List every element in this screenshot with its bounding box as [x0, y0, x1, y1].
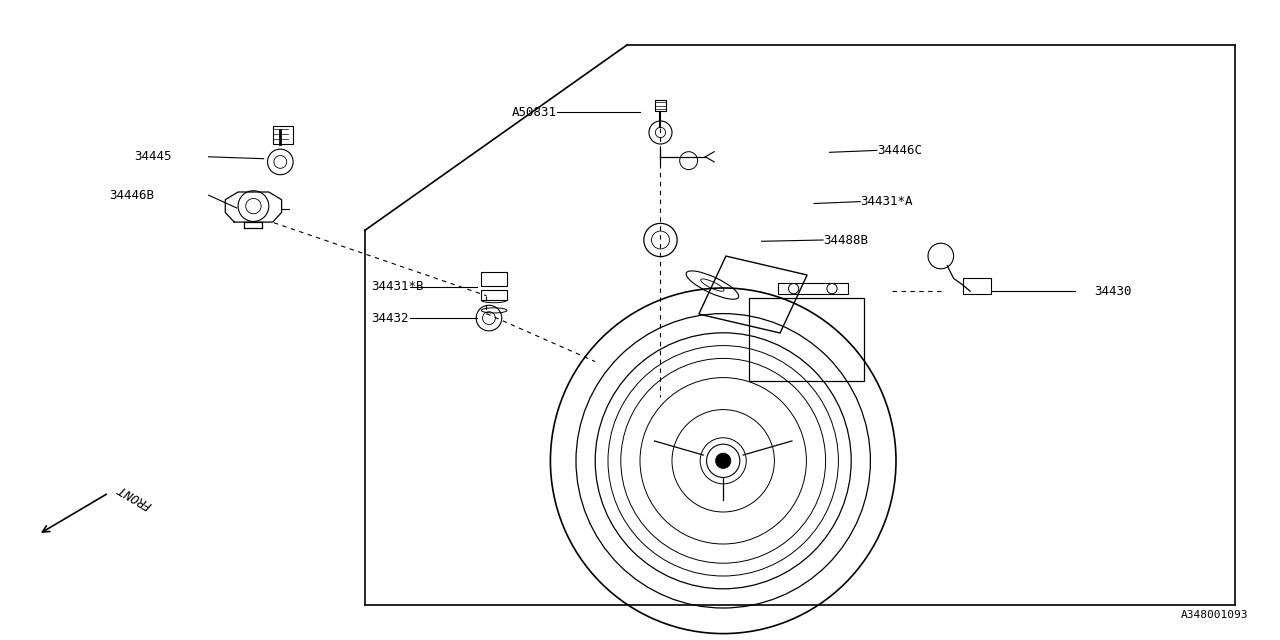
- Text: 34488B: 34488B: [823, 234, 868, 246]
- FancyBboxPatch shape: [481, 290, 507, 300]
- Text: 34446B: 34446B: [109, 189, 154, 202]
- Text: 34445: 34445: [134, 150, 172, 163]
- Circle shape: [707, 444, 740, 477]
- FancyBboxPatch shape: [655, 100, 666, 111]
- Text: 34431*A: 34431*A: [860, 195, 913, 208]
- Text: FRONT: FRONT: [115, 481, 154, 511]
- Text: 34446C: 34446C: [877, 144, 922, 157]
- FancyBboxPatch shape: [481, 272, 507, 286]
- Ellipse shape: [481, 308, 507, 313]
- Ellipse shape: [481, 298, 507, 303]
- Circle shape: [716, 453, 731, 468]
- FancyBboxPatch shape: [963, 278, 991, 294]
- FancyBboxPatch shape: [273, 126, 293, 144]
- Text: 34431*B: 34431*B: [371, 280, 424, 293]
- Text: 34430: 34430: [1094, 285, 1132, 298]
- Text: A348001093: A348001093: [1180, 609, 1248, 620]
- Text: 34432: 34432: [371, 312, 408, 324]
- Text: A50831: A50831: [512, 106, 557, 118]
